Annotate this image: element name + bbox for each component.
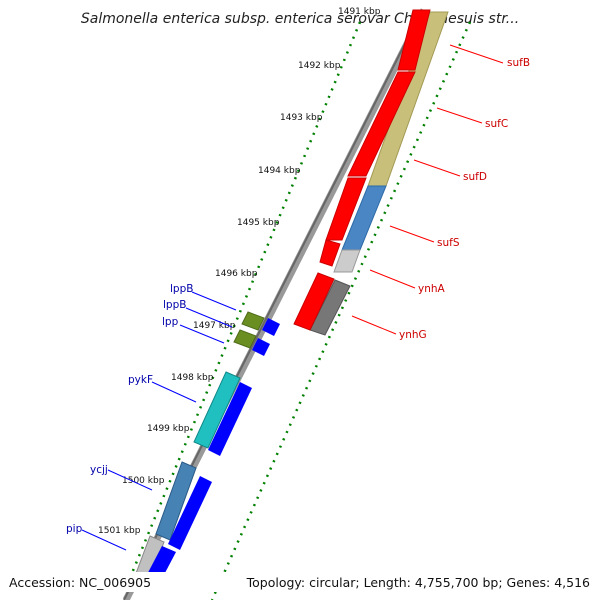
kbp-tick-label: 1501 kbp	[98, 526, 141, 536]
gene-label: lpp	[162, 316, 179, 328]
gene-label: sufD	[463, 171, 487, 183]
kbp-tick-label: 1500 kbp	[122, 476, 165, 486]
gene-label: lppB	[163, 299, 186, 311]
reverse-gene-labels: lppB lppB lpp pykF ycjj pip	[66, 283, 237, 551]
gene-label: pip	[66, 523, 83, 535]
reverse-gene-features	[131, 311, 280, 591]
kbp-ticks: 1491 kbp 1492 kbp 1493 kbp 1494 kbp 1495…	[98, 7, 381, 536]
gene-label: ynhG	[399, 329, 427, 341]
gene-label: sufB	[507, 57, 530, 69]
gene-label: sufS	[437, 237, 460, 249]
gene-label: ynhA	[418, 283, 446, 295]
footer-background	[0, 572, 600, 592]
gene-label: ycjj	[90, 464, 108, 476]
kbp-tick-label: 1499 kbp	[147, 424, 190, 434]
kbp-tick-label: 1495 kbp	[237, 218, 280, 228]
gene-label: pykF	[128, 374, 153, 386]
kbp-tick-label: 1497 kbp	[193, 321, 236, 331]
tick-track-left	[123, 21, 362, 591]
kbp-tick-label: 1491 kbp	[338, 7, 381, 17]
kbp-tick-label: 1498 kbp	[171, 373, 214, 383]
kbp-tick-label: 1494 kbp	[258, 166, 301, 176]
forward-gene-labels: sufB sufC sufD sufS ynhA ynhG	[351, 44, 530, 341]
kbp-tick-label: 1496 kbp	[215, 269, 258, 279]
tick-track-right	[210, 21, 472, 600]
gene-label: lppB	[170, 283, 193, 295]
accession-label: Accession: NC_006905	[9, 575, 151, 590]
topology-summary: Topology: circular; Length: 4,755,700 bp…	[246, 575, 590, 590]
kbp-tick-label: 1492 kbp	[298, 61, 341, 71]
forward-gene-features	[293, 9, 431, 331]
gene-label: sufC	[485, 118, 508, 130]
map-title: Salmonella enterica subsp. enterica sero…	[81, 11, 519, 27]
forward-frame-track	[309, 11, 449, 336]
kbp-tick-label: 1493 kbp	[280, 113, 323, 123]
